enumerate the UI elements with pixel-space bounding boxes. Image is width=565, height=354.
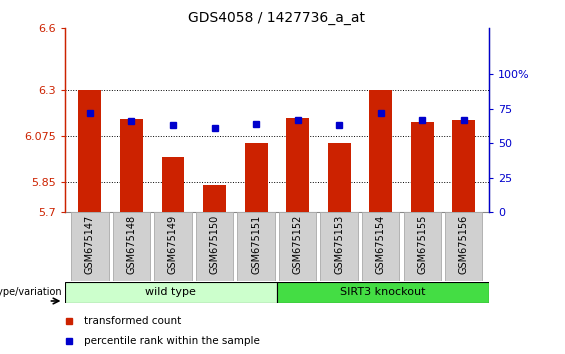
FancyBboxPatch shape <box>403 212 441 281</box>
FancyBboxPatch shape <box>113 212 150 281</box>
Bar <box>277 282 489 303</box>
Bar <box>328 143 351 212</box>
Text: GSM675154: GSM675154 <box>376 215 386 274</box>
Bar <box>411 122 434 212</box>
Text: transformed count: transformed count <box>84 316 181 326</box>
Bar <box>245 143 267 212</box>
Text: GSM675156: GSM675156 <box>459 215 469 274</box>
Text: GSM675155: GSM675155 <box>418 215 427 274</box>
Text: GSM675151: GSM675151 <box>251 215 261 274</box>
Text: wild type: wild type <box>145 287 197 297</box>
Bar <box>65 282 277 303</box>
Text: GSM675149: GSM675149 <box>168 215 178 274</box>
FancyBboxPatch shape <box>445 212 483 281</box>
Text: SIRT3 knockout: SIRT3 knockout <box>340 287 425 297</box>
FancyBboxPatch shape <box>279 212 316 281</box>
Bar <box>79 90 101 212</box>
FancyBboxPatch shape <box>154 212 192 281</box>
Text: GSM675147: GSM675147 <box>85 215 95 274</box>
Text: GSM675150: GSM675150 <box>210 215 220 274</box>
Text: GSM675148: GSM675148 <box>127 215 136 274</box>
FancyBboxPatch shape <box>237 212 275 281</box>
Text: percentile rank within the sample: percentile rank within the sample <box>84 336 260 346</box>
Bar <box>453 120 475 212</box>
Title: GDS4058 / 1427736_a_at: GDS4058 / 1427736_a_at <box>188 11 366 24</box>
Bar <box>286 118 309 212</box>
Bar <box>120 119 143 212</box>
Text: GSM675152: GSM675152 <box>293 215 303 274</box>
Text: genotype/variation: genotype/variation <box>0 287 62 297</box>
FancyBboxPatch shape <box>320 212 358 281</box>
Bar <box>162 157 184 212</box>
Text: GSM675153: GSM675153 <box>334 215 344 274</box>
FancyBboxPatch shape <box>71 212 108 281</box>
Bar <box>203 185 226 212</box>
FancyBboxPatch shape <box>196 212 233 281</box>
FancyBboxPatch shape <box>362 212 399 281</box>
Bar <box>370 90 392 212</box>
